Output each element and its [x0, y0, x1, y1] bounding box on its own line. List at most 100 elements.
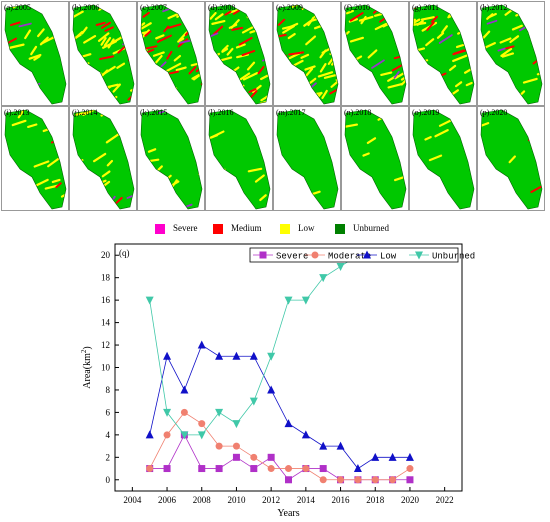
data-point: [232, 351, 241, 360]
data-point: [337, 476, 345, 484]
data-point: [215, 351, 224, 360]
burn-map: [412, 4, 475, 105]
map-panel-label: (h).2012: [480, 3, 508, 12]
x-tick-label: 2014: [297, 495, 316, 505]
map-legend-item: Unburned: [335, 221, 389, 235]
map-panel: (d).2008: [205, 1, 273, 106]
data-point: [302, 465, 310, 473]
map-panel: (g).2011: [409, 1, 477, 106]
y-tick-label: 16: [101, 295, 111, 305]
data-point: [405, 452, 414, 461]
data-point: [267, 385, 276, 394]
burn-map: [480, 4, 543, 105]
data-point: [371, 452, 380, 461]
data-point: [353, 464, 362, 473]
series-line: [149, 433, 410, 481]
legend-label: Medium: [231, 223, 262, 233]
data-point: [197, 431, 206, 440]
burn-map: [412, 109, 475, 210]
map-panel: (b).2006: [69, 1, 137, 106]
legend-label: Low: [380, 252, 397, 262]
map-panel-label: (n).2018: [344, 108, 372, 117]
legend-marker: [259, 251, 267, 259]
data-point: [215, 442, 223, 450]
y-tick-label: 20: [101, 250, 111, 260]
map-panel-label: (d).2008: [208, 3, 236, 12]
y-axis-label: Area(km2): [80, 346, 93, 388]
map-panel: (o).2019: [409, 106, 477, 211]
data-point: [163, 465, 171, 473]
map-panel: (c).2007: [137, 1, 205, 106]
data-point: [249, 351, 258, 360]
data-point: [250, 453, 258, 461]
y-tick-label: 14: [101, 318, 111, 328]
x-tick-label: 2008: [193, 495, 212, 505]
burn-map: [140, 4, 203, 105]
burn-map: [4, 109, 67, 210]
map-panel: (k).2015: [137, 106, 205, 211]
data-point: [354, 476, 362, 484]
data-point: [215, 465, 223, 473]
map-panel-label: (j).2014: [72, 108, 98, 117]
burn-severity-maps: (a).2005 (b).2006 (c).2007 (d).2008 (e).2009…: [0, 0, 550, 212]
legend-swatch: [155, 223, 165, 234]
burn-map: [276, 4, 339, 105]
map-panel: (e).2009: [273, 1, 341, 106]
data-point: [389, 476, 397, 484]
map-panel-label: (c).2007: [140, 3, 167, 12]
area-by-severity-chart: (q)2004 2006 2008 2010 2012 2014 2016 2018 2020 2…: [80, 243, 475, 519]
map-panel: (l).2016: [205, 106, 273, 211]
data-point: [336, 262, 345, 271]
legend-swatch: [335, 223, 345, 234]
burn-map: [344, 109, 407, 210]
map-panel-label: (l).2016: [208, 108, 234, 117]
map-panel-label: (i).2013: [4, 108, 30, 117]
legend-label: Unburned: [353, 223, 389, 233]
burn-map: [72, 4, 135, 105]
series-low: [145, 340, 414, 473]
legend-marker: [415, 251, 423, 260]
data-point: [215, 408, 224, 417]
series-line: [149, 411, 411, 481]
map-panel: (f).2010: [341, 1, 409, 106]
data-point: [146, 465, 154, 473]
map-panel-label: (g).2011: [412, 3, 440, 12]
x-tick-label: 2022: [436, 495, 454, 505]
data-point: [232, 420, 241, 429]
data-point: [163, 431, 171, 439]
legend-marker: [363, 250, 371, 259]
y-tick-label: 4: [106, 430, 111, 440]
series-line: [149, 344, 410, 470]
x-tick-label: 2010: [227, 495, 246, 505]
map-legend-item: Low: [280, 221, 315, 235]
legend-label: Unburned: [432, 252, 475, 262]
map-legend-item: Medium: [213, 221, 262, 235]
map-panel-label: (k).2015: [140, 108, 168, 117]
data-point: [285, 476, 292, 484]
y-tick-label: 2: [106, 452, 111, 462]
data-point: [301, 430, 310, 439]
data-point: [267, 453, 275, 461]
legend-marker: [311, 251, 319, 259]
burn-map: [480, 109, 543, 210]
data-point: [319, 476, 327, 484]
y-tick-label: 12: [101, 340, 110, 350]
legend-label: Severe: [276, 252, 308, 262]
map-panel-label: (b).2006: [72, 3, 100, 12]
burn-map: [72, 109, 135, 210]
data-point: [232, 442, 240, 450]
data-point: [198, 465, 206, 473]
y-tick-label: 18: [101, 273, 111, 283]
map-panel: (h).2012: [477, 1, 545, 106]
data-point: [163, 351, 172, 360]
data-point: [284, 296, 293, 305]
data-point: [319, 465, 327, 473]
x-tick-label: 2016: [332, 495, 351, 505]
x-tick-label: 2018: [366, 495, 385, 505]
data-point: [267, 352, 276, 361]
data-point: [319, 441, 328, 450]
map-panel-label: (e).2009: [276, 3, 303, 12]
map-panel: (i).2013: [1, 106, 69, 211]
burn-map: [344, 4, 407, 105]
x-tick-label: 2020: [401, 495, 420, 505]
